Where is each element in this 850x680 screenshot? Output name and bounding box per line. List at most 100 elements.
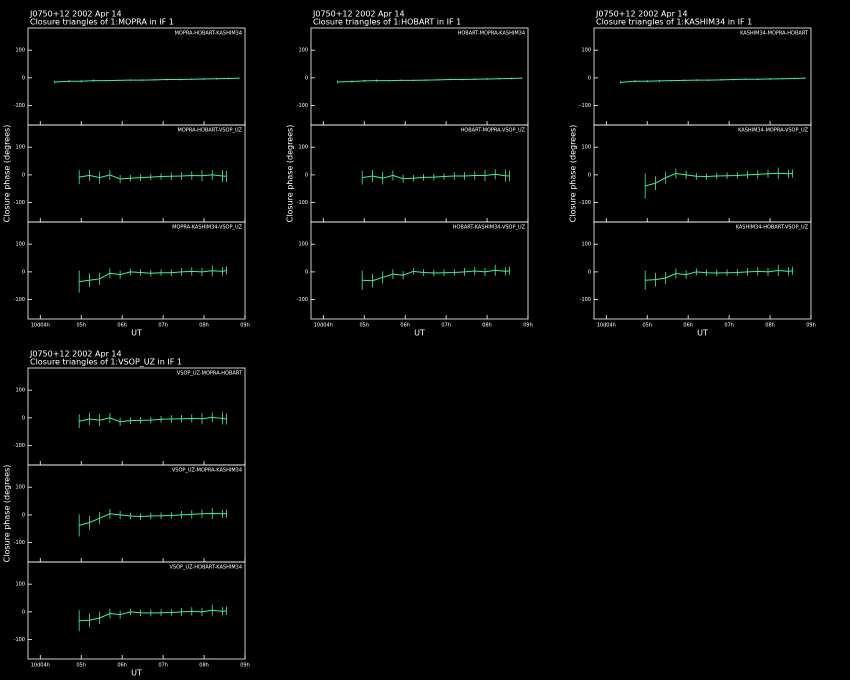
plot-subtitle: Closure triangles of 1:MOPRA in IF 1 [30, 18, 174, 27]
data-line [620, 77, 805, 83]
panel-label: MOPRA-HOBART-KASHIM34 [175, 31, 242, 37]
x-tick-label: 08h [199, 663, 209, 669]
x-axis-label: UT [414, 329, 425, 338]
panel-frame [27, 27, 246, 126]
data-line [79, 174, 227, 180]
x-tick-label: 06h [117, 663, 127, 669]
y-tick-label: -100 [14, 297, 25, 303]
x-axis-label: UT [131, 329, 142, 338]
panel-frame [593, 27, 812, 126]
plot-subtitle: Closure triangles of 1:HOBART in IF 1 [313, 18, 461, 27]
y-axis-label: Closure phase (degrees) [3, 125, 12, 223]
panel-frame [310, 27, 529, 126]
y-tick-label: 100 [581, 242, 591, 248]
x-axis-label: UT [131, 669, 142, 678]
panel-label: VSOP_UZ-HOBART-KASHIM34 [169, 565, 242, 571]
data-line [79, 609, 227, 622]
y-tick-label: 100 [15, 388, 25, 394]
y-tick-label: 100 [581, 145, 591, 151]
y-tick-label: 0 [22, 415, 25, 421]
x-axis-label: UT [697, 329, 708, 338]
x-tick-label: 07h [158, 323, 168, 329]
y-tick-label: -100 [14, 200, 25, 206]
panel-label: HOBART-MOPRA-VSOP_UZ [461, 128, 526, 134]
x-tick-label: 07h [158, 663, 168, 669]
y-tick-label: -100 [580, 103, 591, 109]
x-tick-label: 06h [683, 323, 693, 329]
data-line [54, 77, 239, 83]
panel-frame [593, 221, 812, 320]
y-axis-label: Closure phase (degrees) [569, 125, 578, 223]
panel-label: HOBART-MOPRA-KASHIM34 [458, 31, 525, 37]
panel-frame [27, 561, 246, 660]
plot-title: J0750+12 2002 Apr 14 [29, 350, 122, 359]
y-axis-label: Closure phase (degrees) [286, 125, 295, 223]
y-tick-label: -100 [14, 103, 25, 109]
y-tick-label: -100 [14, 443, 25, 449]
panel-label: KASHIM34-HOBART-VSOP_UZ [736, 225, 809, 231]
y-tick-label: -100 [297, 103, 308, 109]
panel-label: MOPRA-HOBART-VSOP_UZ [178, 128, 243, 134]
data-line [79, 416, 227, 423]
y-tick-label: 100 [298, 145, 308, 151]
x-tick-label: 09h [240, 663, 250, 669]
x-tick-label: 10d04h [31, 323, 50, 329]
panel-label: MOPRA-KASHIM34-VSOP_UZ [172, 225, 242, 231]
data-line [337, 77, 522, 83]
data-line [645, 172, 793, 187]
x-tick-label: 09h [523, 323, 533, 329]
x-tick-label: 06h [117, 323, 127, 329]
y-tick-label: -100 [297, 297, 308, 303]
x-tick-label: 07h [724, 323, 734, 329]
panel-label: KASHIM34-MOPRA-HOBART [740, 31, 809, 37]
plot-subtitle: Closure triangles of 1:KASHIM34 in IF 1 [596, 18, 752, 27]
y-tick-label: 100 [15, 582, 25, 588]
y-tick-label: 0 [588, 172, 591, 178]
y-tick-label: 0 [22, 172, 25, 178]
y-tick-label: 0 [305, 75, 308, 81]
x-tick-label: 05h [76, 663, 86, 669]
y-tick-label: 0 [588, 269, 591, 275]
y-tick-label: 0 [305, 172, 308, 178]
y-tick-label: 0 [22, 269, 25, 275]
data-line [362, 173, 510, 180]
panel-label: VSOP_UZ-MOPRA-HOBART [177, 371, 243, 377]
x-tick-label: 06h [400, 323, 410, 329]
y-tick-label: 100 [15, 48, 25, 54]
data-line [362, 269, 510, 282]
y-tick-label: -100 [14, 540, 25, 546]
x-tick-label: 10d04h [597, 323, 616, 329]
y-axis-label: Closure phase (degrees) [3, 465, 12, 563]
panel-label: VSOP_UZ-MOPRA-KASHIM34 [172, 468, 242, 474]
x-tick-label: 10d04h [314, 323, 333, 329]
x-tick-label: 05h [642, 323, 652, 329]
y-tick-label: 100 [298, 242, 308, 248]
y-tick-label: 100 [15, 145, 25, 151]
y-tick-label: 100 [15, 485, 25, 491]
y-tick-label: 0 [305, 269, 308, 275]
y-tick-label: -100 [580, 297, 591, 303]
y-tick-label: 0 [22, 609, 25, 615]
plot-title: J0750+12 2002 Apr 14 [312, 10, 405, 19]
panel-frame [27, 221, 246, 320]
x-tick-label: 05h [76, 323, 86, 329]
y-tick-label: 100 [298, 48, 308, 54]
y-tick-label: -100 [297, 200, 308, 206]
x-tick-label: 09h [240, 323, 250, 329]
data-line [645, 269, 793, 281]
panel-label: KASHIM34-MOPRA-VSOP_UZ [738, 128, 808, 134]
y-tick-label: -100 [14, 637, 25, 643]
y-tick-label: -100 [580, 200, 591, 206]
x-tick-label: 07h [441, 323, 451, 329]
x-tick-label: 05h [359, 323, 369, 329]
panel-frame [310, 221, 529, 320]
plot-title: J0750+12 2002 Apr 14 [595, 10, 688, 19]
y-tick-label: 0 [22, 512, 25, 518]
panel-label: HOBART-KASHIM34-VSOP_UZ [453, 225, 526, 231]
x-tick-label: 10d04h [31, 663, 50, 669]
plot-subtitle: Closure triangles of 1:VSOP_UZ in IF 1 [30, 358, 182, 367]
x-tick-label: 08h [199, 323, 209, 329]
x-tick-label: 08h [482, 323, 492, 329]
y-tick-label: 0 [588, 75, 591, 81]
